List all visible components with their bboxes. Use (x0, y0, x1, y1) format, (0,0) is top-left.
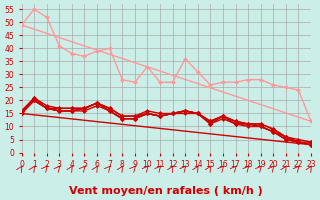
X-axis label: Vent moyen/en rafales ( km/h ): Vent moyen/en rafales ( km/h ) (69, 186, 263, 196)
